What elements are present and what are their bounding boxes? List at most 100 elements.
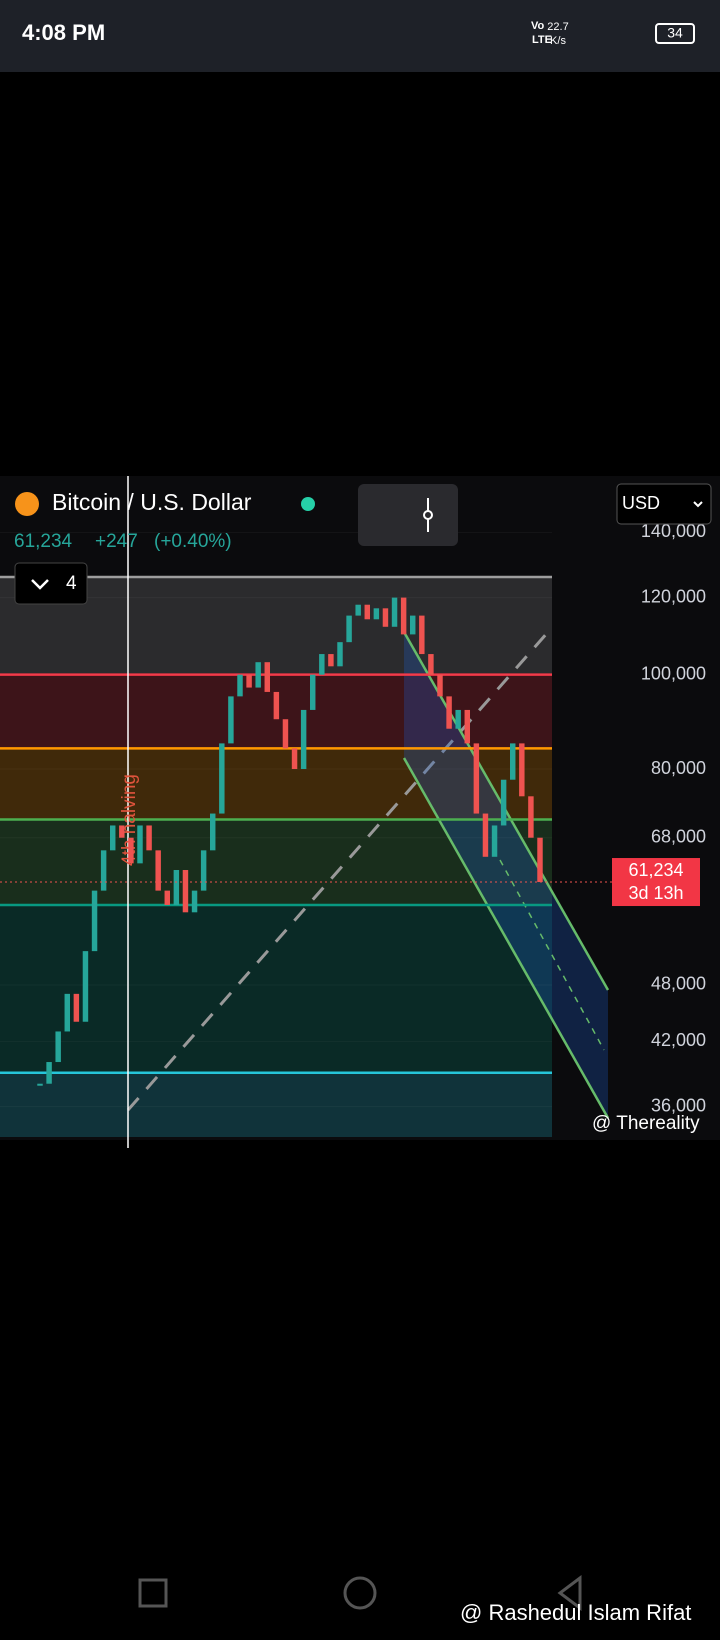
candle	[437, 674, 443, 697]
candle	[210, 813, 216, 851]
candle	[237, 674, 243, 697]
candle	[382, 608, 389, 627]
bitcoin-icon	[15, 492, 39, 516]
candle	[537, 837, 543, 883]
candle	[73, 993, 80, 1022]
status-bar	[0, 0, 720, 72]
candle	[100, 850, 107, 891]
halving-label: 4th halving	[119, 774, 140, 866]
candle	[419, 615, 425, 655]
candle	[373, 608, 380, 620]
candle	[228, 696, 234, 744]
chart-panel	[0, 476, 720, 1140]
y-tick-label: 42,000	[651, 1030, 706, 1050]
candle	[128, 837, 134, 864]
y-tick-label: 48,000	[651, 974, 706, 994]
candle	[137, 825, 143, 864]
price-tag	[612, 858, 700, 907]
candle	[291, 748, 298, 770]
candle	[173, 870, 180, 905]
candle	[346, 615, 352, 643]
net-speed: 22.7	[547, 21, 568, 33]
candle	[328, 654, 334, 667]
candle	[182, 870, 189, 913]
candle	[155, 850, 161, 891]
candle	[482, 813, 489, 857]
y-tick-label: 68,000	[651, 826, 706, 846]
y-tick-label: 120,000	[641, 586, 706, 606]
candle	[364, 604, 370, 620]
candle	[110, 825, 116, 851]
candle	[337, 642, 343, 667]
tool-icon-dot	[423, 510, 433, 520]
candle	[46, 1062, 52, 1084]
candle	[510, 743, 516, 780]
nav-recents[interactable]	[138, 1578, 168, 1608]
network-bottom: LTE	[532, 34, 552, 46]
indicator-toggle[interactable]	[14, 562, 88, 605]
candle	[37, 1083, 43, 1086]
candle	[464, 709, 470, 744]
candle	[273, 691, 280, 720]
candle	[91, 890, 98, 952]
candle	[164, 890, 170, 905]
zone	[0, 576, 552, 675]
currency: USD	[622, 493, 660, 513]
candle	[355, 604, 361, 616]
y-tick-label: 80,000	[651, 758, 706, 778]
candle	[400, 597, 407, 635]
net-unit: K/s	[550, 35, 566, 47]
network-top: Vo	[531, 20, 545, 32]
battery	[655, 23, 695, 44]
drawing-toolbar[interactable]	[358, 484, 458, 546]
candle	[191, 890, 198, 913]
trend-dashed	[126, 631, 550, 1111]
candle	[428, 654, 434, 675]
currency-select[interactable]	[616, 483, 712, 525]
change: +247	[95, 531, 138, 552]
indicator-count: 4	[66, 573, 77, 594]
candle	[410, 615, 416, 635]
candle	[391, 597, 398, 627]
plot: 4th halving 140,000 120,000 100,000 80,000 68…	[0, 476, 706, 1148]
candle	[246, 674, 252, 688]
nav-home[interactable]	[343, 1576, 377, 1610]
channel-fill	[404, 632, 608, 1118]
price-tag-countdown: 3d 13h	[628, 883, 683, 903]
live-dot	[301, 497, 315, 511]
change-pct: (+0.40%)	[154, 531, 232, 552]
candle	[55, 1031, 61, 1063]
credit: @ Thereality	[592, 1113, 700, 1134]
battery-level: 34	[667, 25, 683, 41]
candle	[319, 654, 325, 675]
zone	[0, 1072, 552, 1137]
candle	[500, 779, 507, 826]
candle	[519, 743, 525, 797]
candle	[64, 993, 70, 1032]
price: 61,234	[14, 531, 73, 552]
watermark: @ Rashedul Islam Rifat	[460, 1600, 691, 1625]
y-tick-label: 36,000	[651, 1095, 706, 1115]
candle	[200, 850, 207, 891]
channel-mid	[499, 859, 605, 1051]
candle	[528, 796, 534, 838]
candle	[310, 674, 316, 710]
channel-bottom	[402, 757, 610, 1119]
y-tick-label: 100,000	[641, 663, 706, 683]
candle	[219, 743, 225, 814]
candle	[446, 696, 452, 729]
nav-back[interactable]	[557, 1575, 582, 1611]
candle	[119, 825, 125, 838]
candle	[264, 662, 270, 692]
symbol-title: Bitcoin / U.S. Dollar	[52, 489, 252, 515]
clock: 4:08 PM	[22, 20, 105, 45]
candle	[82, 951, 89, 1022]
y-tick-label: 140,000	[641, 521, 706, 541]
candle	[491, 825, 498, 857]
candle	[282, 719, 289, 749]
candle	[455, 709, 461, 729]
zone	[0, 748, 552, 820]
price-tag-value: 61,234	[628, 860, 683, 880]
candle	[473, 743, 480, 814]
